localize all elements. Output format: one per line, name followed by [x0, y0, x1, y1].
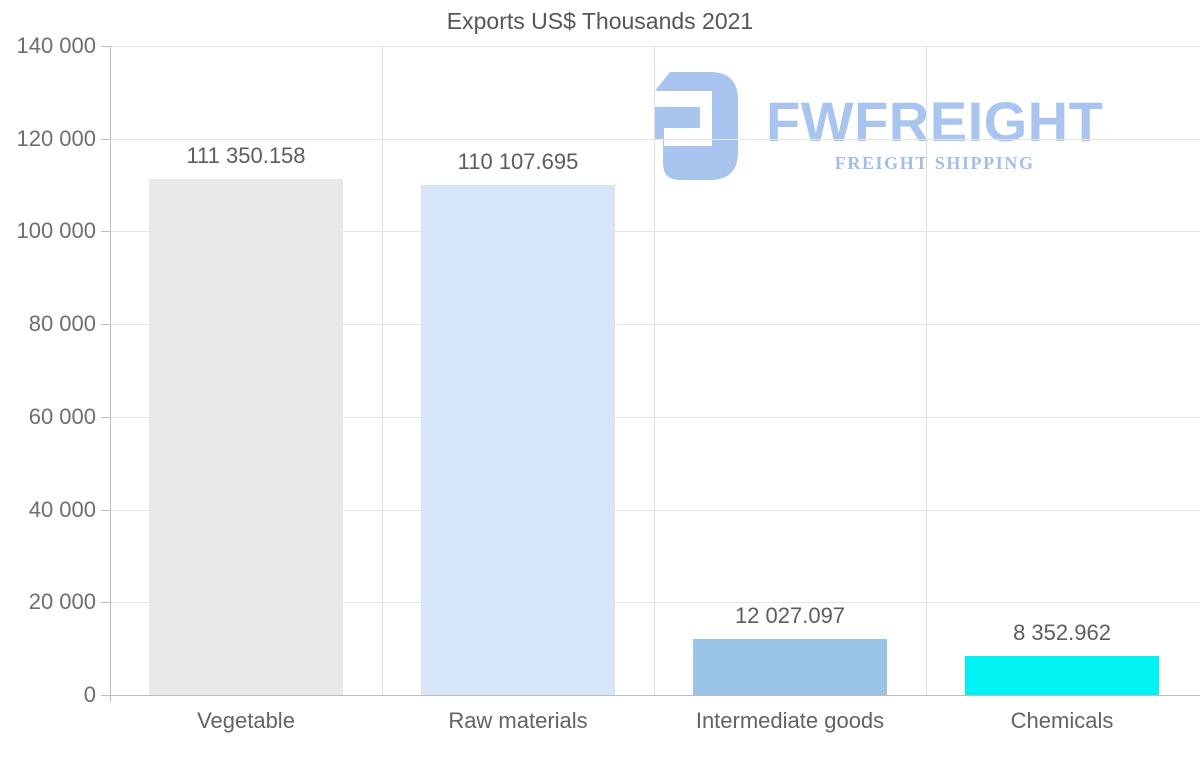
y-tick-label: 140 000: [16, 33, 96, 58]
bar-value-label: 8 352.962: [1013, 620, 1111, 645]
logo-name: FWFREIGHT: [766, 90, 1104, 153]
bar-value-label: 12 027.097: [734, 603, 846, 628]
fwfreight-logo-icon: [648, 72, 738, 180]
y-tick-label: 60 000: [28, 404, 96, 429]
bar: [421, 185, 615, 695]
h-gridline: [110, 46, 1200, 47]
y-axis-tick: [101, 46, 110, 47]
logo-tagline: FREIGHT SHIPPING: [834, 153, 1035, 173]
h-gridline: [110, 231, 1200, 232]
v-gridline: [654, 46, 655, 695]
v-gridline: [382, 46, 383, 695]
y-tick-label: 0: [83, 682, 96, 707]
chart-title: Exports US$ Thousands 2021: [446, 8, 754, 34]
logo-text-block: FWFREIGHT FREIGHT SHIPPING: [766, 70, 1103, 174]
x-category-label: Vegetable: [197, 708, 295, 733]
x-category-label: Chemicals: [1010, 708, 1114, 733]
y-tick-label: 100 000: [16, 218, 96, 243]
y-axis-tick: [101, 417, 110, 418]
h-gridline: [110, 324, 1200, 325]
y-axis-tick: [101, 324, 110, 325]
h-gridline: [110, 602, 1200, 603]
y-axis-tick: [101, 510, 110, 511]
h-gridline: [110, 139, 1200, 140]
v-gridline: [926, 46, 927, 695]
y-axis-tick: [101, 602, 110, 603]
h-gridline: [110, 510, 1200, 511]
y-axis-line: [110, 46, 111, 702]
y-axis-tick: [101, 139, 110, 140]
bar: [965, 656, 1159, 695]
bar: [693, 639, 887, 695]
h-gridline: [110, 417, 1200, 418]
y-axis-tick: [101, 231, 110, 232]
x-axis-line: [101, 695, 1200, 696]
bar-value-label: 111 350.158: [186, 143, 306, 168]
y-tick-label: 40 000: [28, 497, 96, 522]
bar: [149, 179, 343, 695]
y-tick-label: 80 000: [28, 311, 96, 336]
bar-value-label: 110 107.695: [457, 149, 579, 174]
x-category-label: Intermediate goods: [695, 708, 885, 733]
x-category-label: Raw materials: [448, 708, 588, 733]
y-tick-label: 120 000: [16, 126, 96, 151]
y-tick-label: 20 000: [28, 589, 96, 614]
watermark-logo: FWFREIGHT FREIGHT SHIPPING: [648, 70, 1103, 182]
